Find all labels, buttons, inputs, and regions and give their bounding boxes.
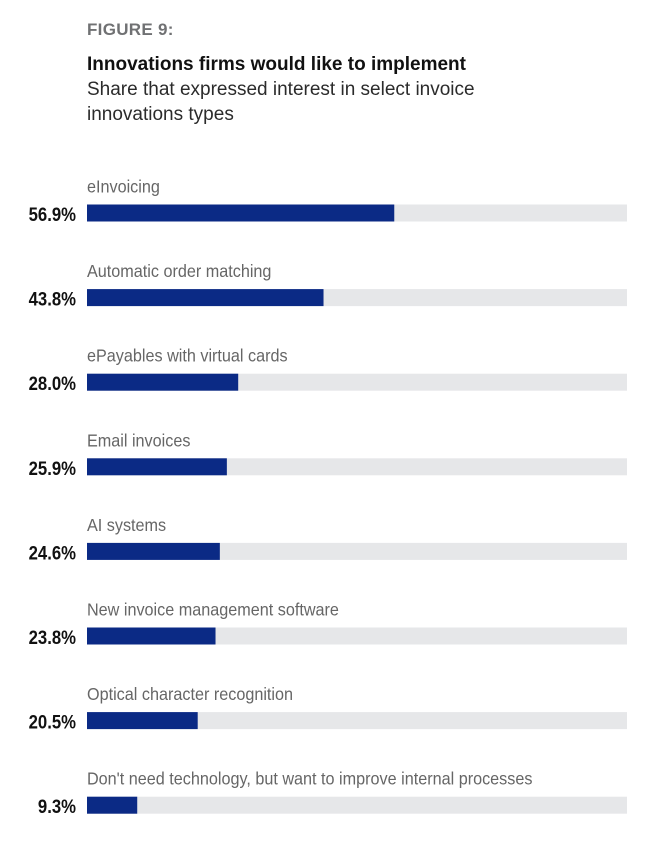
category-label: New invoice management software <box>87 600 339 620</box>
bar-track <box>87 542 627 560</box>
bar <box>87 627 216 645</box>
bar <box>87 458 227 476</box>
value-label: 23.8% <box>29 627 76 648</box>
bar-row: Don't need technology, but want to impro… <box>38 769 627 817</box>
category-label: AI systems <box>87 515 166 535</box>
bar-row: Automatic order matching 43.8% <box>29 261 627 310</box>
value-label: 25.9% <box>29 458 76 479</box>
bar-row: ePayables with virtual cards 28.0% <box>29 346 627 394</box>
bar <box>87 373 239 391</box>
category-label: ePayables with virtual cards <box>87 346 288 366</box>
bar-row: Optical character recognition 20.5% <box>29 684 627 733</box>
bar <box>87 542 220 560</box>
bar-row: eInvoicing 56.9% <box>29 177 627 225</box>
bar-track <box>87 627 627 645</box>
figure-label: FIGURE 9: <box>87 20 174 39</box>
category-label: Email invoices <box>87 431 190 451</box>
bar-track <box>87 712 627 730</box>
bar <box>87 204 395 222</box>
category-label: Automatic order matching <box>87 261 271 281</box>
value-label: 28.0% <box>29 373 76 394</box>
value-label: 9.3% <box>38 796 76 817</box>
value-label: 20.5% <box>29 712 76 733</box>
value-label: 56.9% <box>29 204 76 225</box>
value-label: 43.8% <box>29 289 76 310</box>
bar <box>87 712 198 730</box>
bar <box>87 796 138 814</box>
category-label: Optical character recognition <box>87 684 293 704</box>
chart-subtitle: Share that expressed interest in select … <box>87 79 475 125</box>
bar-track <box>87 796 627 814</box>
bar-row: AI systems 24.6% <box>29 515 627 564</box>
category-label: eInvoicing <box>87 177 160 197</box>
chart-title: Innovations firms would like to implemen… <box>87 54 466 75</box>
bar-row: Email invoices 25.9% <box>29 431 627 479</box>
bar-row: New invoice management software 23.8% <box>29 600 627 648</box>
category-label: Don't need technology, but want to impro… <box>87 769 532 789</box>
value-label: 24.6% <box>29 542 76 563</box>
bar <box>87 289 324 307</box>
